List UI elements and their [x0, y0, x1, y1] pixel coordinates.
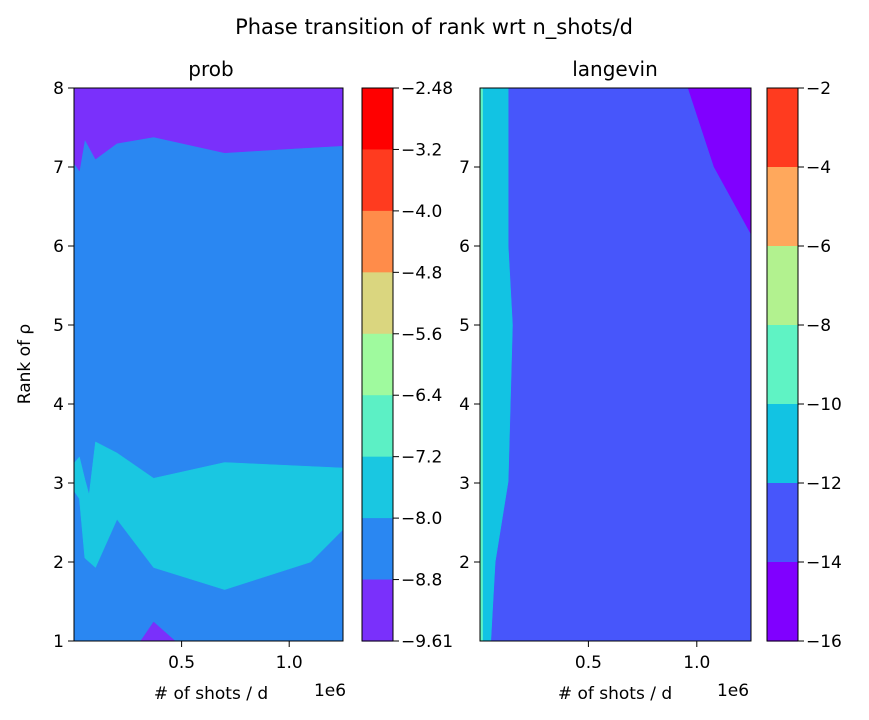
colorbar-band [767, 167, 798, 247]
langevin-y-axis: 2 3 4 5 6 7 [459, 158, 480, 573]
prob-plot-frame [73, 87, 344, 642]
colorbar-band [767, 88, 798, 168]
colorbar-tick-label: −10 [806, 395, 842, 415]
langevin-panel-title: langevin [572, 57, 658, 81]
y-tick-label: 4 [459, 395, 470, 415]
y-tick-label: 1 [53, 632, 64, 652]
contour-region [480, 88, 513, 641]
contour-region [480, 88, 483, 641]
contour-region [74, 88, 343, 172]
colorbar-tick-label: −4 [806, 158, 831, 178]
prob-panel-title: prob [188, 57, 233, 81]
langevin-x-axis: 0.5 1.0 [575, 641, 710, 673]
colorbar-tick-label: −9.61 [401, 632, 453, 652]
colorbar-band [767, 246, 798, 326]
prob-colorbar: −2.48 −3.2 −4.0 −4.8 −5.6 −6.4 −7.2 −8.0 −8.8 −9.… [361, 79, 453, 652]
y-tick-label: 2 [459, 553, 470, 573]
y-tick-label: 3 [459, 474, 470, 494]
colorbar-tick-label: −12 [806, 474, 842, 494]
colorbar-band [362, 456, 393, 519]
contour-region [687, 88, 751, 235]
colorbar-tick-label: −5.6 [401, 325, 442, 345]
colorbar-band [767, 404, 798, 484]
figure-title: Phase transition of rank wrt n_shots/d [235, 15, 633, 40]
prob-y-axis-label: Rank of ρ [15, 324, 35, 404]
colorbar-band [362, 579, 393, 642]
langevin-colorbar: −2 −4 −6 −8 −10 −12 −14 −16 [766, 79, 842, 652]
langevin-contour-regions [480, 88, 751, 641]
colorbar-band [362, 272, 393, 335]
y-tick-label: 3 [53, 474, 64, 494]
contour-region [140, 621, 176, 641]
colorbar-band [362, 333, 393, 396]
colorbar-tick-label: −2.48 [401, 79, 453, 99]
colorbar-tick-label: −3.2 [401, 140, 442, 160]
colorbar-band [767, 483, 798, 563]
prob-contour-regions [74, 88, 343, 641]
x-tick-label: 1.0 [683, 653, 710, 673]
colorbar-band [362, 210, 393, 273]
prob-x-axis-label: # of shots / d [154, 684, 268, 704]
y-tick-label: 7 [53, 158, 64, 178]
langevin-x-axis-label: # of shots / d [558, 684, 672, 704]
colorbar-tick-label: −8.8 [401, 571, 442, 591]
colorbar-tick-label: −4.8 [401, 263, 442, 283]
x-tick-label: 1.0 [276, 653, 303, 673]
prob-y-axis: 1 2 3 4 5 6 7 8 [53, 79, 74, 652]
y-tick-label: 7 [459, 158, 470, 178]
colorbar-band [362, 88, 393, 151]
colorbar-tick-label: −8 [806, 316, 831, 336]
y-tick-label: 6 [53, 237, 64, 257]
langevin-x-offset-label: 1e6 [717, 681, 749, 701]
colorbar-tick-label: −2 [806, 79, 831, 99]
langevin-panel: langevin 0.5 1.0 2 3 4 5 6 7 # of shots / d 1e… [459, 57, 842, 704]
colorbar-tick-label: −16 [806, 632, 842, 652]
colorbar-band [767, 562, 798, 642]
colorbar-frame [361, 87, 394, 642]
contour-region [74, 441, 343, 590]
colorbar-band [362, 149, 393, 212]
colorbar-tick-label: −6.4 [401, 386, 442, 406]
prob-x-axis: 0.5 1.0 [168, 641, 303, 673]
colorbar-tick-label: −6 [806, 237, 831, 257]
y-tick-label: 6 [459, 237, 470, 257]
colorbar-tick-label: −14 [806, 553, 842, 573]
colorbar-frame [766, 87, 799, 642]
colorbar-band [767, 325, 798, 405]
colorbar-tick-label: −4.0 [401, 202, 442, 222]
y-tick-label: 5 [459, 316, 470, 336]
colorbar-tick-label: −7.2 [401, 448, 442, 468]
y-tick-label: 4 [53, 395, 64, 415]
x-tick-label: 0.5 [168, 653, 195, 673]
langevin-plot-frame [479, 87, 752, 642]
y-tick-label: 2 [53, 553, 64, 573]
x-tick-label: 0.5 [575, 653, 602, 673]
y-tick-label: 5 [53, 316, 64, 336]
contour-region-background [480, 88, 751, 641]
y-tick-label: 8 [53, 79, 64, 99]
colorbar-band [362, 518, 393, 581]
colorbar-tick-label: −8.0 [401, 509, 442, 529]
prob-x-offset-label: 1e6 [314, 681, 346, 701]
colorbar-band [362, 395, 393, 458]
